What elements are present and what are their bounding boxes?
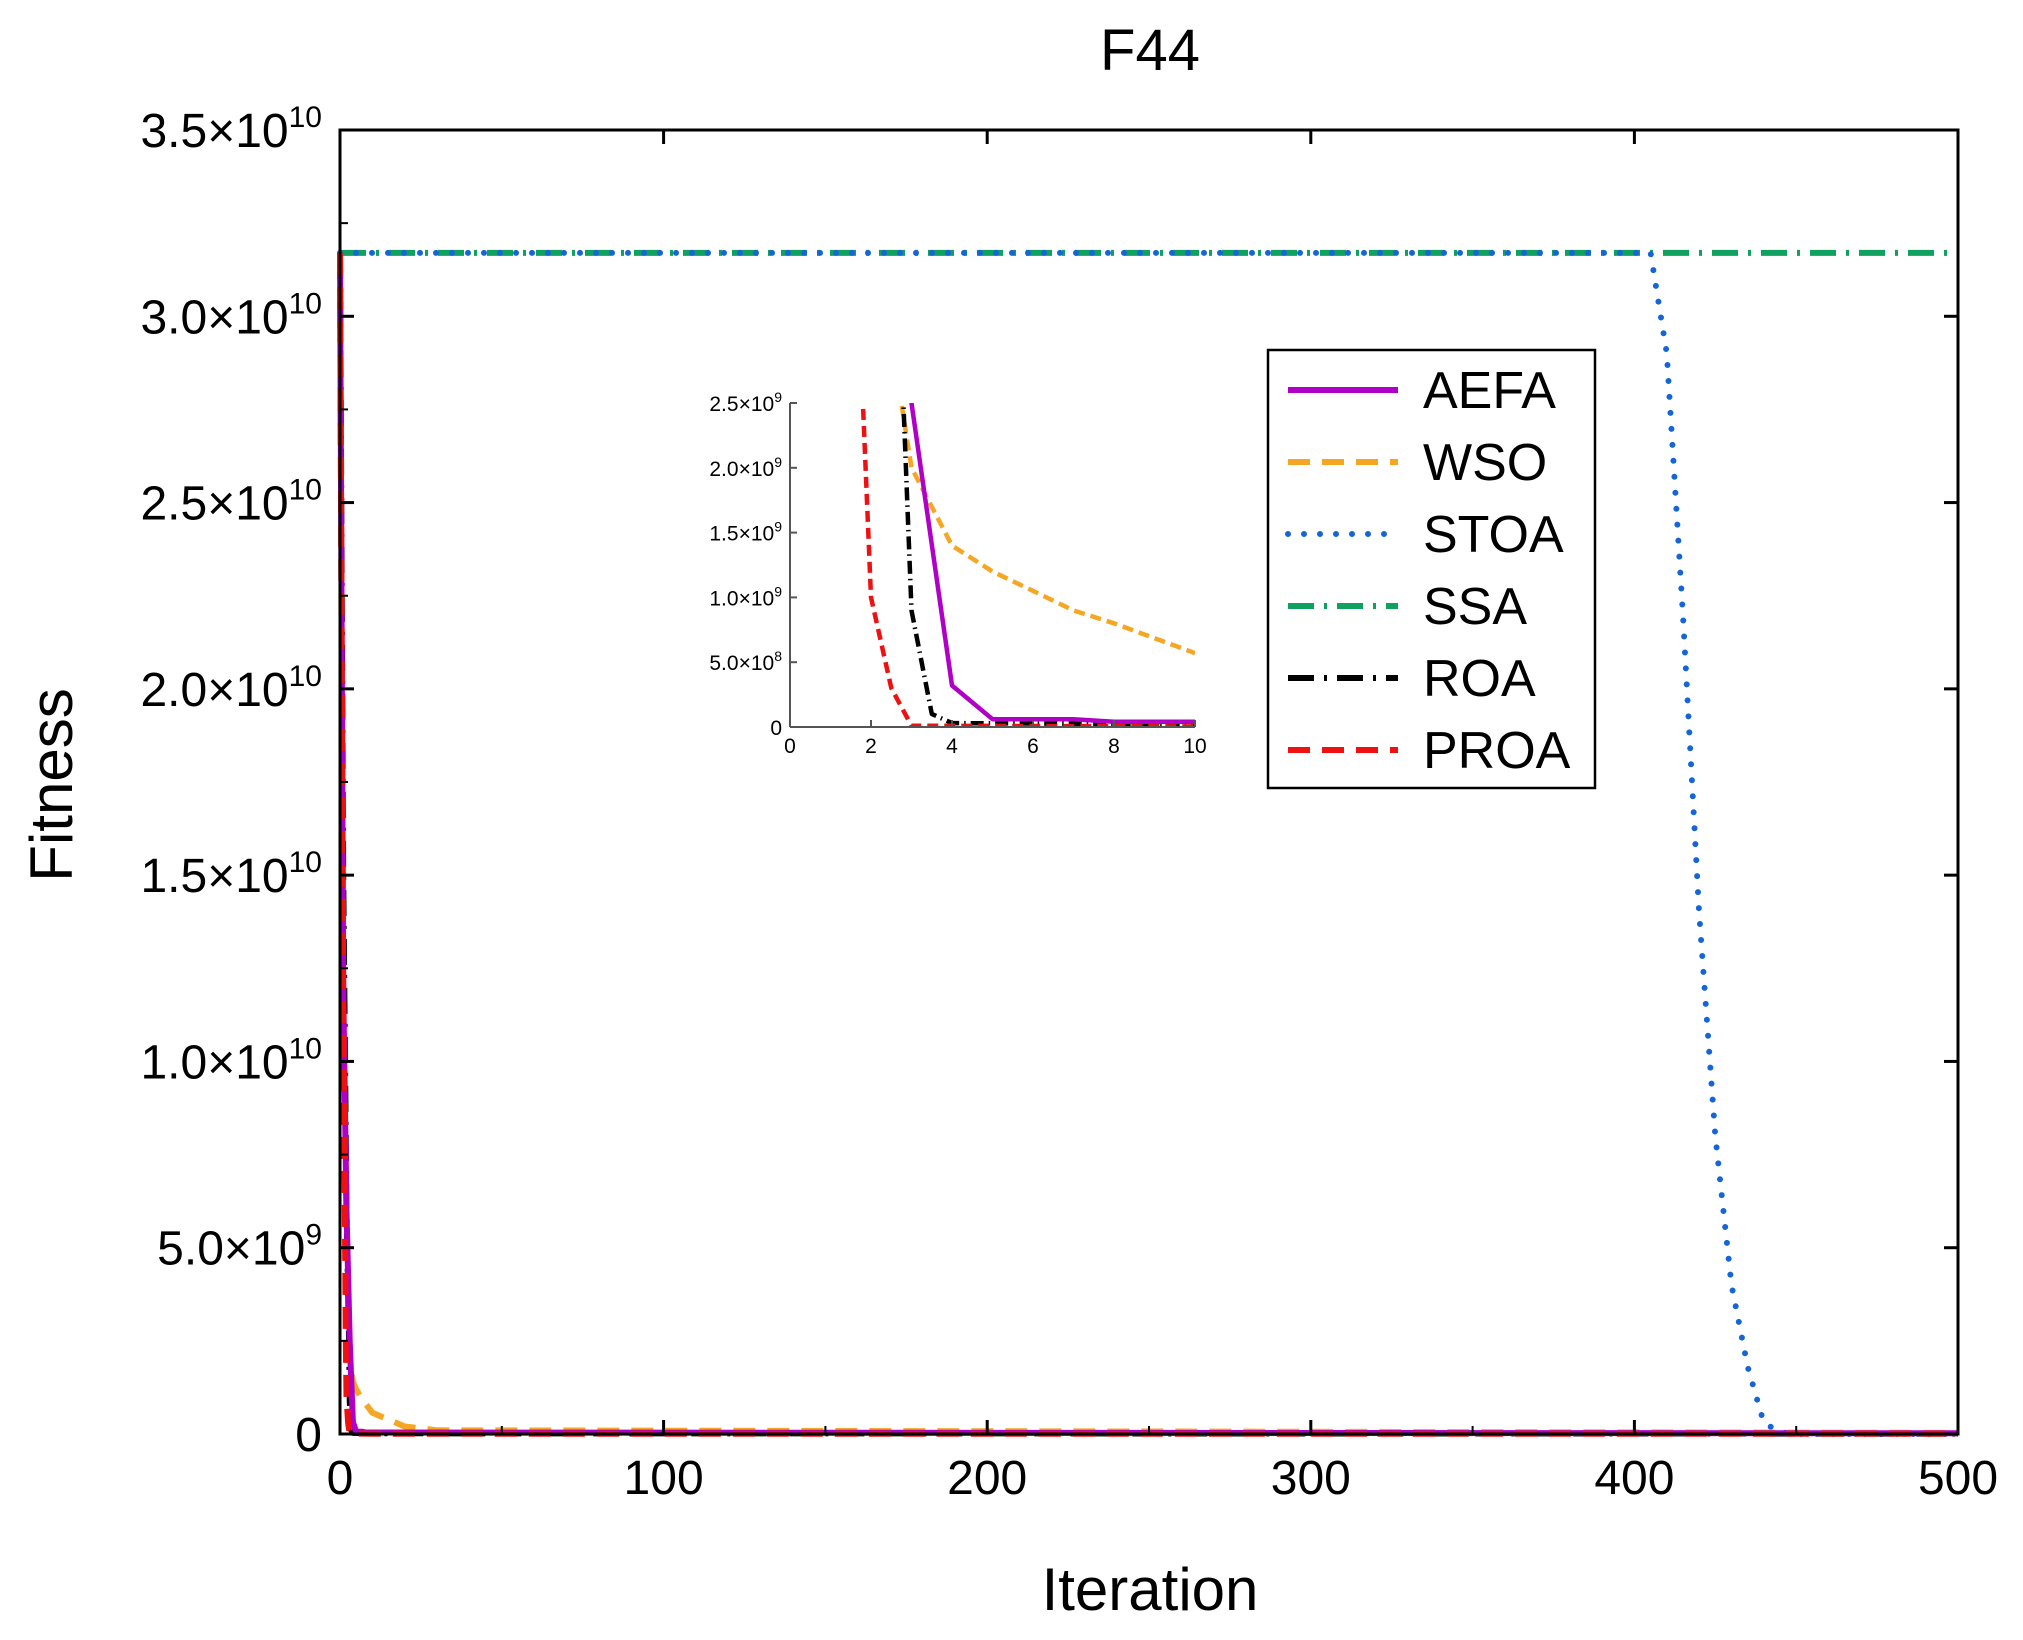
inset-plot: 0 2 4 6 8 10 0 5.0×108 1.0×109 1.5×109 2.0×109 2.5×… [709, 389, 1206, 758]
legend: AEFA WSO STOA SSA ROA PROA [1266, 348, 1597, 790]
main-plot-area: 0 100 200 300 400 50005.0×1091.0×10101.5×1010… [140, 101, 1998, 1505]
main-series-roa [337, 252, 1959, 1437]
inset-y-tick-label: 5.0×108 [709, 648, 782, 675]
inset-x-tick-label: 8 [1108, 735, 1120, 758]
inset-y-tick-label: 2.0×109 [709, 454, 782, 481]
main-series-stoa [337, 249, 1961, 1437]
legend-label-ssa: SSA [1423, 578, 1527, 636]
chart-title: F44 [1100, 18, 1200, 83]
y-axis-title: Fitness [18, 688, 85, 881]
main-axes: 0 100 200 300 400 50005.0×1091.0×10101.5×1010… [140, 101, 1998, 1505]
legend-label-roa: ROA [1423, 650, 1536, 708]
inset-y-tick-label: 1.0×109 [709, 583, 782, 610]
inset-x-tick-label: 6 [1027, 735, 1039, 758]
x-tick-label: 200 [947, 1452, 1027, 1505]
y-tick-label: 3.5×1010 [140, 101, 322, 158]
x-tick-label: 500 [1918, 1452, 1998, 1505]
inset-series-roa [901, 403, 1195, 727]
inset-x-tick-label: 4 [946, 735, 958, 758]
legend-label-proa: PROA [1423, 722, 1571, 780]
legend-label-stoa: STOA [1423, 506, 1564, 564]
x-axis-title: Iteration [1042, 1556, 1259, 1623]
legend-label-wso: WSO [1423, 434, 1547, 492]
inset-series-proa [860, 403, 1195, 727]
inset-clipped-group [860, 403, 1195, 727]
inset-y-tick-label: 2.5×109 [709, 389, 782, 416]
y-tick-label: 5.0×109 [157, 1219, 322, 1276]
inset-series-aefa [909, 403, 1195, 725]
inset-series-wso [899, 403, 1195, 656]
inset-axes: 0 2 4 6 8 10 0 5.0×108 1.0×109 1.5×109 2.0×109 2.5×… [709, 389, 1206, 758]
y-tick-label: 1.5×1010 [140, 846, 322, 903]
x-tick-label: 100 [624, 1452, 704, 1505]
y-tick-label: 2.5×1010 [140, 474, 322, 531]
main-series-lines [337, 249, 1961, 1437]
legend-label-aefa: AEFA [1423, 362, 1556, 420]
y-tick-label: 3.0×1010 [140, 287, 322, 344]
y-tick-label: 0 [295, 1409, 322, 1462]
y-tick-label: 1.0×1010 [140, 1032, 322, 1089]
inset-y-tick-label: 1.5×109 [709, 519, 782, 546]
y-tick-label: 2.0×1010 [140, 660, 322, 717]
x-tick-label: 300 [1271, 1452, 1351, 1505]
x-tick-label: 400 [1594, 1452, 1674, 1505]
main-series-proa [337, 252, 1958, 1437]
x-tick-label: 0 [327, 1452, 354, 1505]
inset-series-lines [860, 403, 1195, 727]
main-series-wso [337, 252, 1959, 1436]
inset-y-tick-label: 0 [770, 717, 782, 740]
inset-x-tick-label: 0 [784, 735, 796, 758]
main-plot-frame [338, 128, 1960, 1436]
legend-frame [1266, 348, 1597, 790]
inset-x-tick-label: 2 [865, 735, 877, 758]
main-series-aefa [337, 252, 1959, 1437]
inset-x-tick-label: 10 [1183, 735, 1206, 758]
